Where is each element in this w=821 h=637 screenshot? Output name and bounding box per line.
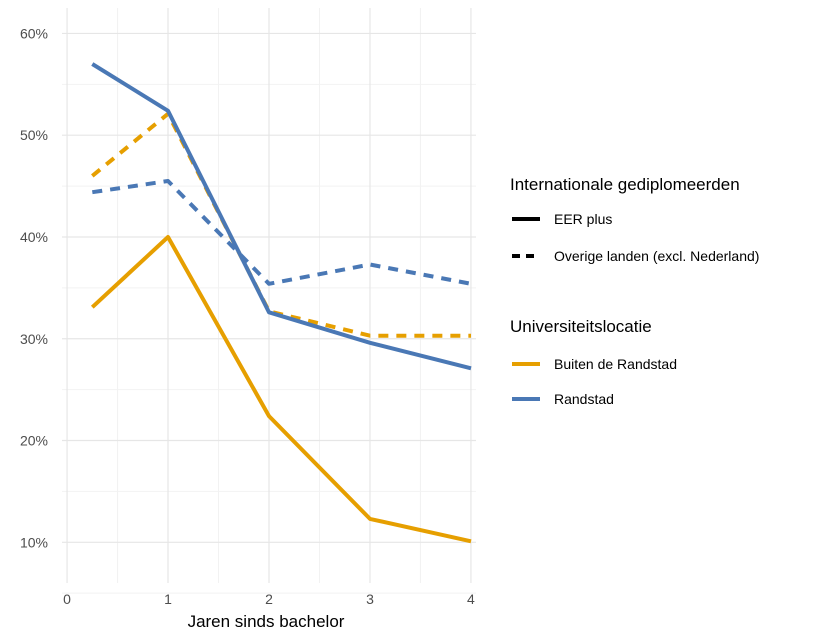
x-tick-label: 2 — [265, 591, 273, 607]
y-tick-label: 60% — [20, 25, 48, 41]
x-axis-title: Jaren sinds bachelor — [188, 612, 345, 631]
legend-title-location: Universiteitslocatie — [510, 317, 652, 336]
y-tick-label: 30% — [20, 331, 48, 347]
y-tick-label: 40% — [20, 229, 48, 245]
legend-label-eer-plus: EER plus — [554, 211, 612, 227]
y-axis-ticks: 10% 20% 30% 40% 50% 60% — [20, 25, 48, 550]
series-layer — [90, 62, 472, 544]
series-line-0-dashed — [91, 111, 471, 338]
x-axis-ticks: 0 1 2 3 4 — [63, 591, 475, 607]
series-line-2-solid — [90, 235, 472, 544]
y-tick-label: 10% — [20, 534, 48, 550]
y-tick-label: 20% — [20, 433, 48, 449]
legend-location: Universiteitslocatie Buiten de Randstad … — [510, 317, 677, 407]
x-tick-label: 3 — [366, 591, 374, 607]
x-tick-label: 1 — [164, 591, 172, 607]
legend-label-overige-landen: Overige landen (excl. Nederland) — [554, 248, 759, 264]
legend-label-buiten-randstad: Buiten de Randstad — [554, 356, 677, 372]
series-line-1-dashed — [92, 179, 472, 286]
x-tick-label: 4 — [467, 591, 475, 607]
x-tick-label: 0 — [63, 591, 71, 607]
y-tick-label: 50% — [20, 127, 48, 143]
grid-major — [62, 8, 476, 583]
legend-title-linetype: Internationale gediplomeerden — [510, 175, 740, 194]
series-line-3-solid — [91, 62, 472, 371]
legend-label-randstad: Randstad — [554, 391, 614, 407]
legend-linetype: Internationale gediplomeerden EER plus O… — [510, 175, 759, 264]
